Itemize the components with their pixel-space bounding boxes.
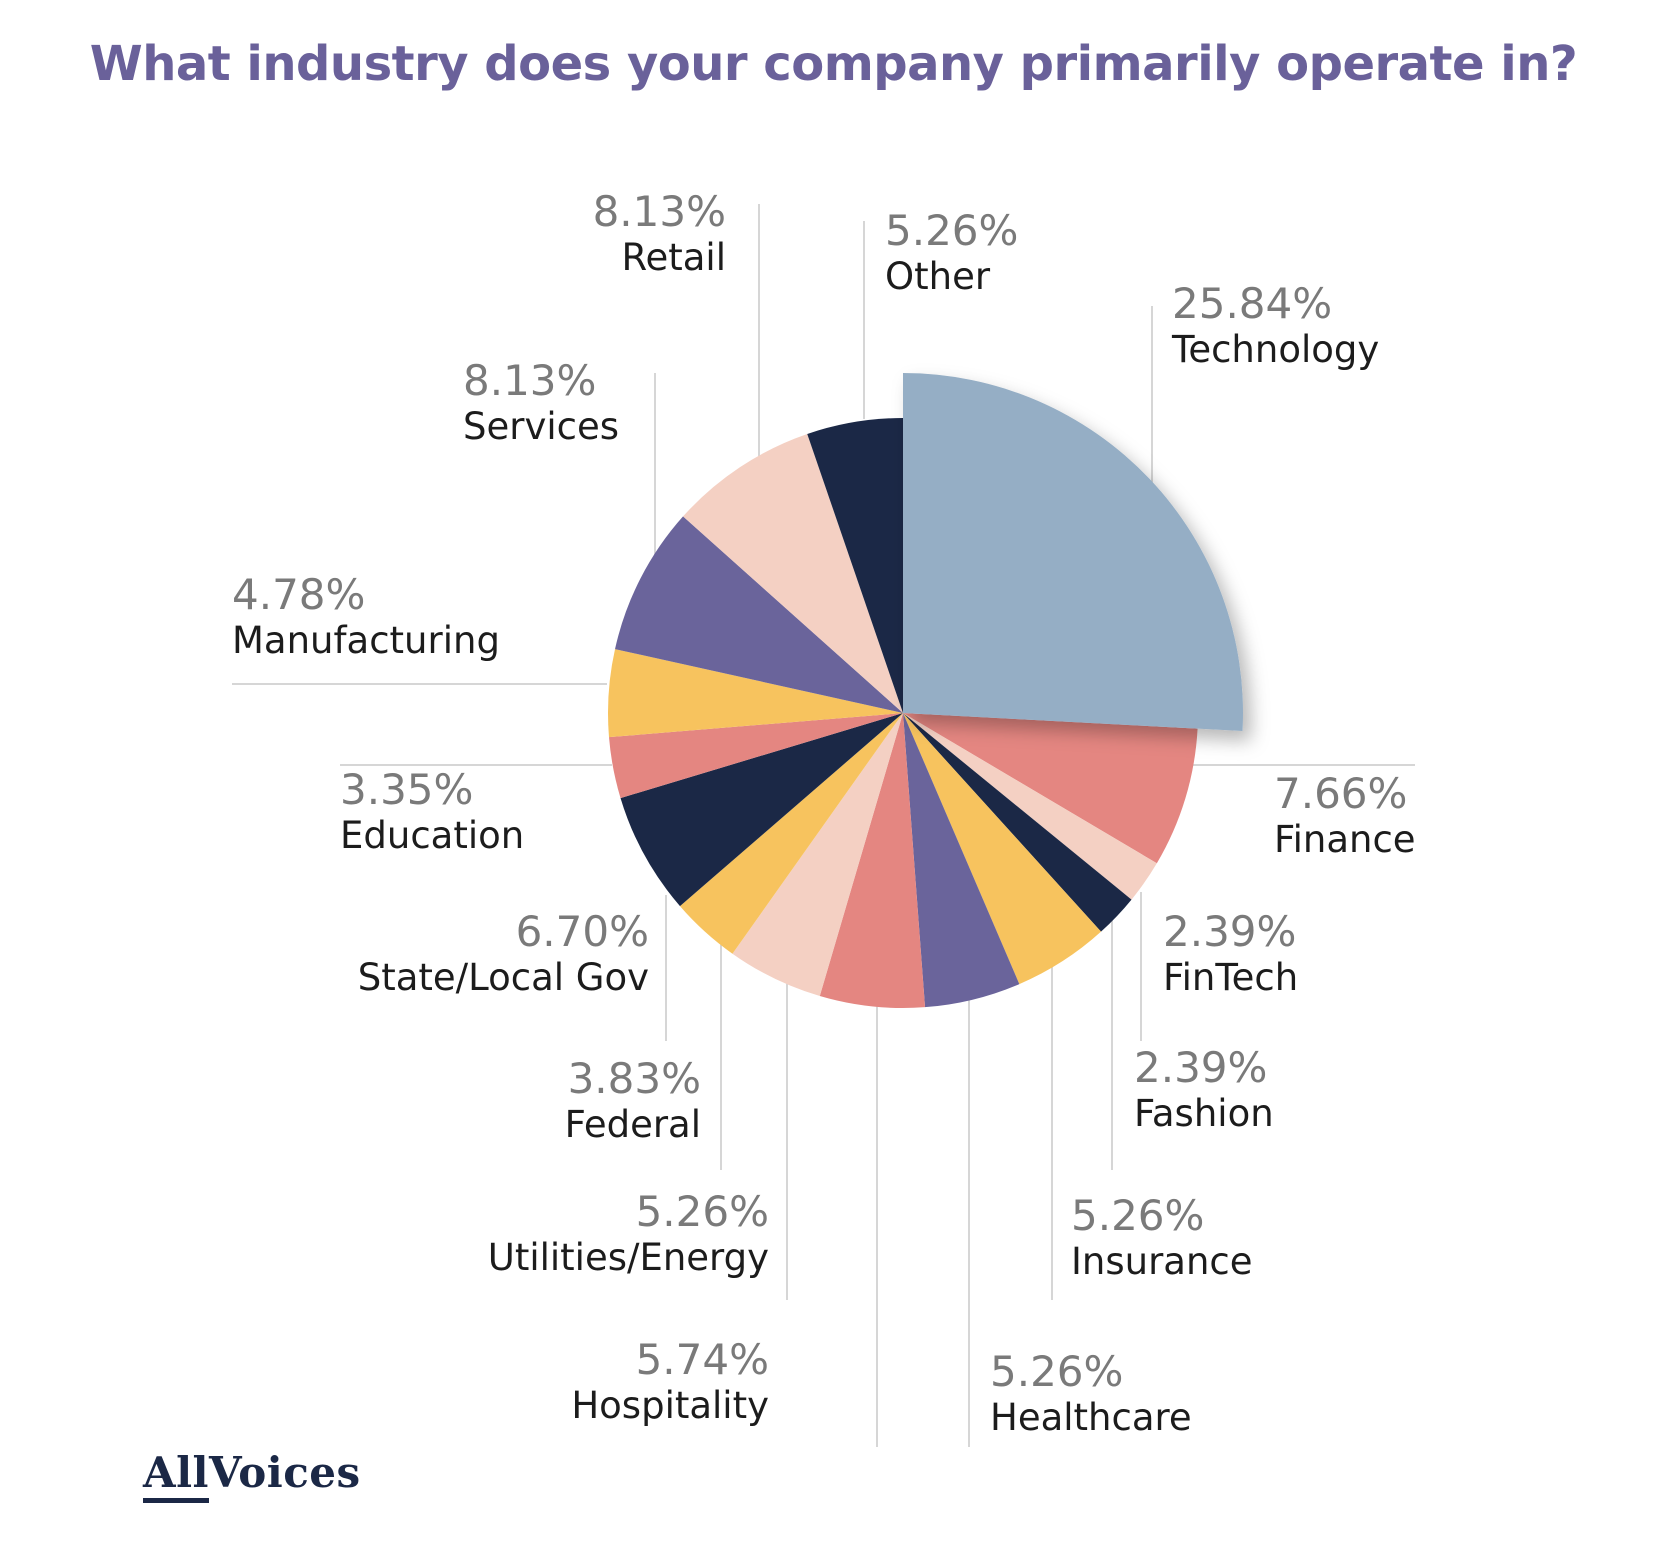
value-label-services: 8.13% — [463, 356, 596, 405]
pie-slice-insurance — [903, 713, 1102, 985]
value-label-retail: 8.13% — [593, 187, 726, 236]
pie-slice-retail — [683, 433, 903, 713]
category-label-federal: Federal — [565, 1103, 701, 1146]
allvoices-logo: AllVoices — [143, 1448, 361, 1503]
pie-slice-other — [807, 418, 903, 713]
pie-slice-state-local-gov — [620, 713, 903, 907]
category-label-insurance: Insurance — [1071, 1240, 1253, 1283]
value-label-fintech: 2.39% — [1163, 907, 1296, 956]
pie-slice-services — [615, 516, 903, 713]
value-label-insurance: 5.26% — [1071, 1191, 1204, 1240]
value-label-fashion: 2.39% — [1134, 1043, 1267, 1092]
pie-slice-utilities-energy — [732, 713, 903, 997]
category-label-utilities-energy: Utilities/Energy — [488, 1236, 769, 1279]
category-label-hospitality: Hospitality — [571, 1384, 769, 1427]
pie-slice-manufacturing — [607, 649, 903, 738]
value-label-education: 3.35% — [340, 765, 473, 814]
pie-slice-education — [608, 713, 903, 799]
value-label-federal: 3.83% — [568, 1054, 701, 1103]
value-label-technology: 25.84% — [1172, 279, 1332, 328]
value-label-finance: 7.66% — [1274, 769, 1407, 818]
category-label-services: Services — [463, 405, 619, 448]
category-label-retail: Retail — [621, 236, 726, 279]
value-label-healthcare: 5.26% — [990, 1347, 1123, 1396]
chart-title: What industry does your company primaril… — [89, 36, 1578, 92]
pie-slice-finance — [903, 713, 1198, 864]
category-label-fintech: FinTech — [1163, 956, 1298, 999]
category-label-education: Education — [340, 814, 524, 857]
pie-slice-healthcare — [903, 713, 1020, 1008]
category-label-manufacturing: Manufacturing — [232, 619, 500, 662]
category-label-healthcare: Healthcare — [990, 1396, 1192, 1439]
category-label-fashion: Fashion — [1134, 1092, 1274, 1135]
pie-slice-hospitality — [819, 713, 926, 1009]
value-label-utilities-energy: 5.26% — [636, 1187, 769, 1236]
pie-slice-technology — [903, 373, 1243, 732]
value-label-manufacturing: 4.78% — [232, 570, 365, 619]
pie-slice-fashion — [903, 713, 1132, 932]
value-label-other: 5.26% — [885, 206, 1018, 255]
value-label-state-local-gov: 6.70% — [516, 907, 649, 956]
category-label-state-local-gov: State/Local Gov — [358, 956, 649, 999]
category-label-finance: Finance — [1274, 818, 1416, 861]
pie-slice-fintech — [903, 713, 1157, 900]
value-label-hospitality: 5.74% — [636, 1335, 769, 1384]
pie-slice-federal — [679, 713, 903, 954]
category-label-technology: Technology — [1171, 328, 1379, 371]
category-label-other: Other — [885, 255, 991, 298]
